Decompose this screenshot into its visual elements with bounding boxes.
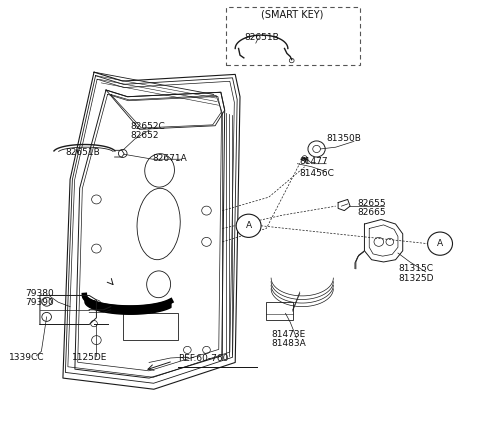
Text: 82652: 82652 bbox=[130, 131, 158, 140]
Text: (SMART KEY): (SMART KEY) bbox=[262, 10, 324, 20]
Text: 79380: 79380 bbox=[25, 289, 54, 298]
Text: 81477: 81477 bbox=[300, 156, 328, 165]
Text: 82655: 82655 bbox=[357, 199, 386, 208]
Text: 81473E: 81473E bbox=[272, 330, 306, 339]
Text: 82671A: 82671A bbox=[152, 154, 187, 163]
Text: 81315C: 81315C bbox=[398, 264, 433, 273]
Text: 1125DE: 1125DE bbox=[72, 353, 107, 362]
Text: 82665: 82665 bbox=[357, 208, 386, 217]
Text: 82652C: 82652C bbox=[130, 122, 165, 131]
Text: 81350B: 81350B bbox=[326, 134, 361, 143]
Text: 81483A: 81483A bbox=[272, 339, 306, 348]
Text: 81456C: 81456C bbox=[300, 168, 335, 177]
Text: A: A bbox=[246, 221, 252, 230]
Text: A: A bbox=[437, 239, 443, 248]
Circle shape bbox=[428, 232, 453, 255]
Text: 82651B: 82651B bbox=[65, 148, 100, 157]
Text: 1339CC: 1339CC bbox=[9, 353, 45, 362]
Text: 81325D: 81325D bbox=[398, 274, 433, 283]
Text: 82651B: 82651B bbox=[244, 33, 279, 42]
Text: 79390: 79390 bbox=[25, 297, 54, 307]
Circle shape bbox=[236, 214, 261, 237]
Text: REF.60-760: REF.60-760 bbox=[178, 354, 228, 363]
